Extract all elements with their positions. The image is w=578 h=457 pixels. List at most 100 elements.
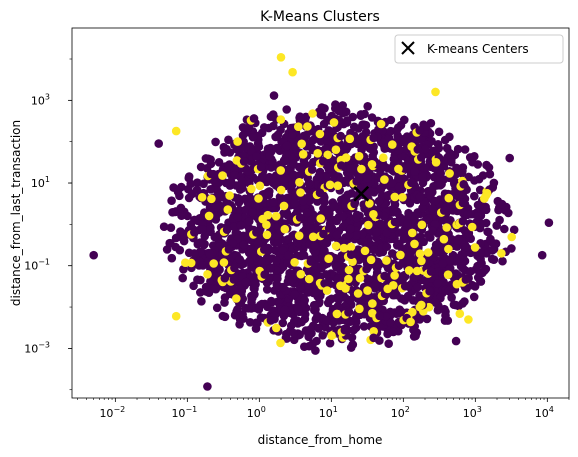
scatter-point-cluster-0	[211, 215, 221, 224]
scatter-point-cluster-0	[177, 211, 186, 220]
scatter-point-cluster-0	[478, 171, 488, 180]
scatter-point-cluster-0	[322, 238, 332, 248]
scatter-point-cluster-0	[293, 304, 303, 314]
scatter-point-cluster-1	[360, 246, 370, 256]
scatter-point-cluster-0	[273, 274, 282, 284]
scatter-point-cluster-0	[297, 317, 306, 327]
scatter-point-cluster-1	[218, 171, 227, 180]
scatter-point-cluster-0	[439, 215, 449, 225]
scatter-point-cluster-0	[283, 258, 293, 268]
scatter-point-cluster-0	[306, 257, 316, 266]
scatter-point-cluster-0	[273, 238, 283, 247]
scatter-point-cluster-0	[426, 267, 436, 276]
scatter-point-cluster-1	[276, 185, 286, 195]
scatter-point-cluster-0	[342, 116, 352, 125]
scatter-point-cluster-0	[375, 311, 384, 321]
scatter-point-cluster-0	[486, 234, 495, 244]
x-tick-label: 10−1	[171, 405, 197, 420]
scatter-point-cluster-1	[344, 265, 354, 275]
scatter-point-cluster-0	[346, 164, 355, 173]
scatter-point-cluster-0	[324, 224, 334, 233]
scatter-point-cluster-1	[207, 194, 216, 204]
scatter-point-cluster-0	[311, 287, 321, 297]
scatter-point-cluster-0	[171, 233, 181, 243]
scatter-point-cluster-0	[235, 205, 244, 215]
scatter-point-cluster-0	[476, 248, 485, 257]
scatter-point-cluster-0	[507, 244, 516, 253]
scatter-point-cluster-0	[421, 144, 430, 154]
scatter-point-cluster-0	[407, 178, 416, 188]
scatter-point-cluster-0	[196, 162, 206, 172]
scatter-point-cluster-0	[447, 158, 456, 167]
scatter-point-cluster-0	[500, 224, 509, 234]
scatter-point-cluster-0	[389, 290, 399, 300]
scatter-point-cluster-1	[431, 158, 441, 167]
scatter-point-cluster-0	[319, 229, 328, 239]
plot-frame	[71, 27, 570, 399]
scatter-point-cluster-0	[237, 176, 247, 186]
scatter-point-cluster-0	[252, 152, 261, 161]
scatter-point-cluster-0	[383, 329, 392, 339]
scatter-point-cluster-0	[266, 112, 276, 121]
scatter-point-cluster-0	[230, 263, 239, 273]
scatter-point-cluster-0	[485, 169, 495, 179]
y-tick-label: 10−3	[24, 340, 50, 355]
scatter-point-cluster-0	[283, 211, 293, 220]
y-axis-label: distance_from_last_transaction	[9, 120, 23, 306]
outlier-point-cluster-1	[171, 126, 181, 136]
scatter-point-cluster-0	[473, 212, 483, 221]
center-markers	[353, 185, 370, 202]
scatter-point-cluster-1	[444, 244, 453, 254]
scatter-point-cluster-0	[245, 217, 254, 226]
scatter-point-cluster-0	[279, 156, 289, 165]
scatter-point-cluster-0	[176, 203, 186, 213]
chart-title: K-Means Clusters	[260, 9, 380, 25]
outlier-point-cluster-0	[89, 250, 98, 260]
scatter-point-cluster-0	[196, 275, 205, 285]
scatter-point-cluster-1	[410, 239, 419, 249]
scatter-point-cluster-0	[307, 143, 317, 153]
scatter-point-cluster-0	[198, 225, 207, 234]
scatter-point-cluster-1	[272, 323, 281, 333]
scatter-point-cluster-1	[415, 249, 425, 258]
scatter-point-cluster-0	[179, 265, 188, 274]
scatter-point-cluster-0	[400, 233, 410, 243]
scatter-point-cluster-0	[254, 142, 264, 151]
scatter-point-cluster-1	[262, 220, 271, 230]
scatter-point-cluster-0	[440, 206, 449, 215]
scatter-point-cluster-0	[410, 167, 420, 176]
scatter-point-cluster-1	[388, 140, 397, 149]
scatter-point-cluster-0	[428, 203, 437, 213]
scatter-point-cluster-0	[333, 301, 343, 311]
scatter-point-cluster-0	[244, 123, 254, 132]
scatter-point-cluster-0	[345, 295, 355, 305]
scatter-point-cluster-0	[337, 161, 346, 170]
x-tick-label: 10−2	[99, 405, 125, 420]
scatter-point-cluster-1	[380, 175, 389, 184]
scatter-point-cluster-0	[392, 126, 402, 135]
scatter-point-cluster-1	[444, 193, 454, 203]
scatter-point-cluster-1	[313, 149, 323, 158]
scatter-point-cluster-0	[484, 163, 494, 172]
scatter-point-cluster-0	[352, 177, 362, 186]
scatter-point-cluster-0	[470, 176, 479, 185]
scatter-point-cluster-1	[442, 223, 452, 232]
scatter-point-cluster-1	[445, 169, 454, 178]
scatter-point-cluster-0	[245, 193, 255, 203]
scatter-point-cluster-0	[417, 153, 426, 162]
scatter-point-cluster-0	[193, 178, 202, 187]
scatter-point-cluster-0	[245, 256, 254, 266]
scatter-point-cluster-0	[220, 273, 230, 283]
scatter-point-cluster-1	[297, 139, 307, 149]
scatter-point-cluster-0	[322, 270, 331, 279]
scatter-point-cluster-0	[252, 228, 261, 237]
scatter-point-cluster-0	[449, 300, 459, 310]
scatter-point-cluster-0	[282, 141, 292, 151]
scatter-point-cluster-1	[355, 273, 365, 283]
scatter-point-cluster-0	[366, 187, 375, 196]
scatter-point-cluster-0	[325, 338, 335, 348]
scatter-point-cluster-0	[470, 282, 480, 291]
scatter-point-cluster-0	[226, 177, 236, 186]
scatter-point-cluster-0	[197, 297, 206, 306]
scatter-point-cluster-0	[201, 154, 211, 163]
